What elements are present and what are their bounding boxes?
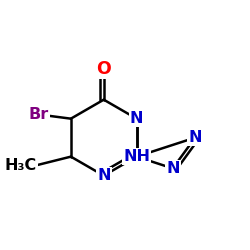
Text: Br: Br — [28, 107, 49, 122]
Text: N: N — [188, 130, 202, 145]
Text: N: N — [130, 111, 143, 126]
Text: O: O — [96, 60, 111, 78]
Text: NH: NH — [123, 149, 150, 164]
Text: N: N — [166, 161, 179, 176]
Text: N: N — [97, 168, 110, 183]
Text: H₃C: H₃C — [5, 158, 37, 172]
